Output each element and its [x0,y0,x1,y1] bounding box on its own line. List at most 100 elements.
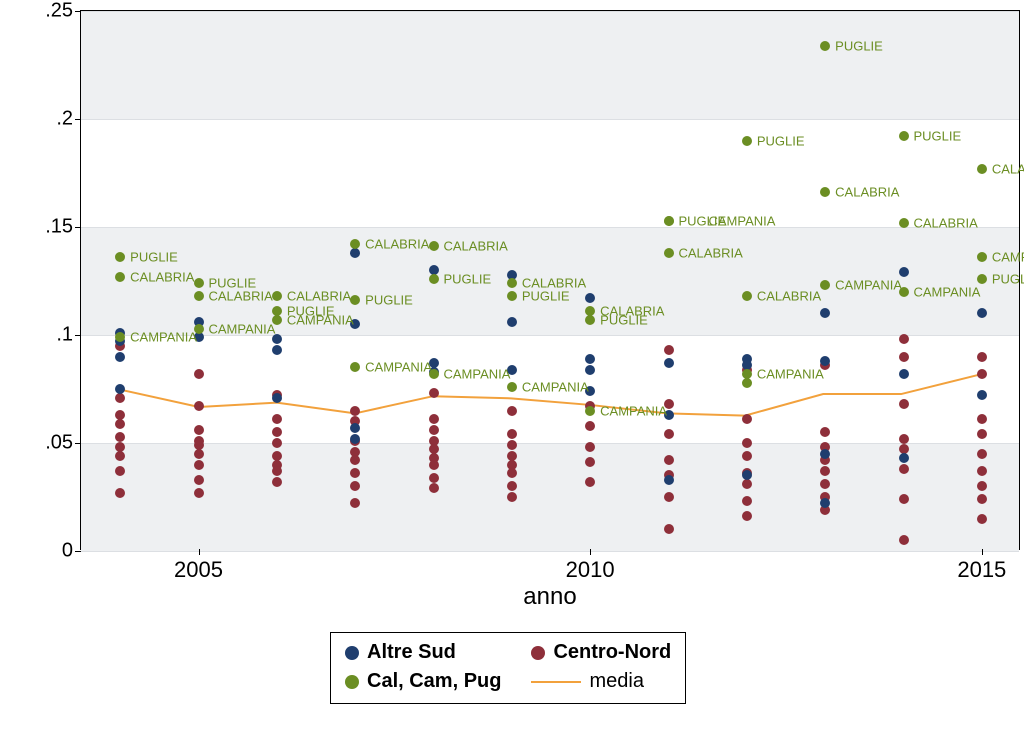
altre-sud-point [585,354,595,364]
ytick-label: 0 [62,540,73,563]
altre-sud-point [350,248,360,258]
point-label: PUGLIE [600,312,648,327]
point-label: CALABRIA [209,289,273,304]
centro-nord-point [820,427,830,437]
grid-line [81,227,1019,228]
centro-nord-point [350,481,360,491]
point-label: CAMPANIA [709,213,776,228]
centro-nord-point [977,466,987,476]
ccp-point [899,218,909,228]
centro-nord-point [115,466,125,476]
point-label: PUGLIE [522,289,570,304]
point-label: CAMPANIA [130,330,197,345]
centro-nord-point [585,477,595,487]
centro-nord-point [585,457,595,467]
altre-sud-point [820,356,830,366]
xtick-mark [590,549,591,555]
legend-marker-centro-nord [531,646,545,660]
centro-nord-point [194,475,204,485]
centro-nord-point [742,451,752,461]
altre-sud-point [899,267,909,277]
ccp-point [194,324,204,334]
legend-item-ccp: Cal, Cam, Pug [345,670,501,693]
point-label: CAMPANIA [757,366,824,381]
centro-nord-point [272,477,282,487]
centro-nord-point [115,419,125,429]
point-label: CAMPANIA [444,366,511,381]
x-axis-label: anno [523,583,576,611]
centro-nord-point [742,511,752,521]
legend-item-altre-sud: Altre Sud [345,641,501,664]
plot-area: 0.05.1.15.2.25200520102015annoPUGLIECALA… [80,10,1020,550]
ccp-point [585,315,595,325]
ccp-point [742,378,752,388]
point-label: PUGLIE [444,271,492,286]
ccp-point [977,274,987,284]
centro-nord-point [194,369,204,379]
ccp-point [115,252,125,262]
point-label: PUGLIE [992,271,1024,286]
ccp-point [429,241,439,251]
grid-band [81,443,1019,551]
ccp-point [664,248,674,258]
altre-sud-point [899,369,909,379]
point-label: PUGLIE [757,133,805,148]
centro-nord-point [429,483,439,493]
legend: Altre Sud Centro-Nord Cal, Cam, Pug medi… [330,632,686,704]
ccp-point [350,239,360,249]
altre-sud-point [664,475,674,485]
altre-sud-point [977,308,987,318]
centro-nord-point [820,466,830,476]
ytick-mark [75,551,81,552]
legend-label-altre-sud: Altre Sud [367,641,456,664]
centro-nord-point [664,455,674,465]
ccp-point [820,41,830,51]
altre-sud-point [820,449,830,459]
altre-sud-point [272,393,282,403]
centro-nord-point [115,451,125,461]
centro-nord-point [507,429,517,439]
centro-nord-point [194,449,204,459]
ytick-mark [75,11,81,12]
legend-label-media: media [589,670,643,693]
ccp-point [194,278,204,288]
altre-sud-point [272,345,282,355]
centro-nord-point [350,455,360,465]
ccp-point [350,295,360,305]
centro-nord-point [899,494,909,504]
ytick-mark [75,335,81,336]
altre-sud-point [899,453,909,463]
point-label: CALABRIA [992,161,1024,176]
point-label: PUGLIE [835,38,883,53]
point-label: CALABRIA [130,269,194,284]
point-label: CALABRIA [914,215,978,230]
point-label: CALABRIA [444,239,508,254]
centro-nord-point [742,496,752,506]
centro-nord-point [664,429,674,439]
point-label: CAMPANIA [835,278,902,293]
centro-nord-point [194,488,204,498]
point-label: CAMPANIA [365,360,432,375]
centro-nord-point [429,460,439,470]
centro-nord-point [742,414,752,424]
centro-nord-point [899,464,909,474]
point-label: CALABRIA [287,289,351,304]
centro-nord-point [507,481,517,491]
point-label: PUGLIE [130,250,178,265]
centro-nord-point [742,479,752,489]
centro-nord-point [977,414,987,424]
grid-band [81,11,1019,119]
centro-nord-point [350,498,360,508]
centro-nord-point [664,345,674,355]
centro-nord-point [507,492,517,502]
centro-nord-point [115,488,125,498]
altre-sud-point [115,384,125,394]
ccp-point [115,272,125,282]
legend-marker-ccp [345,675,359,689]
centro-nord-point [899,352,909,362]
centro-nord-point [507,440,517,450]
altre-sud-point [664,358,674,368]
xtick-label: 2005 [174,557,223,583]
centro-nord-point [664,524,674,534]
point-label: CAMPANIA [600,403,667,418]
